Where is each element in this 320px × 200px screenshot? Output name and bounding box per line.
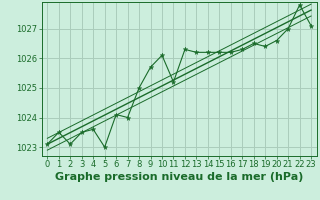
X-axis label: Graphe pression niveau de la mer (hPa): Graphe pression niveau de la mer (hPa) [55, 172, 303, 182]
